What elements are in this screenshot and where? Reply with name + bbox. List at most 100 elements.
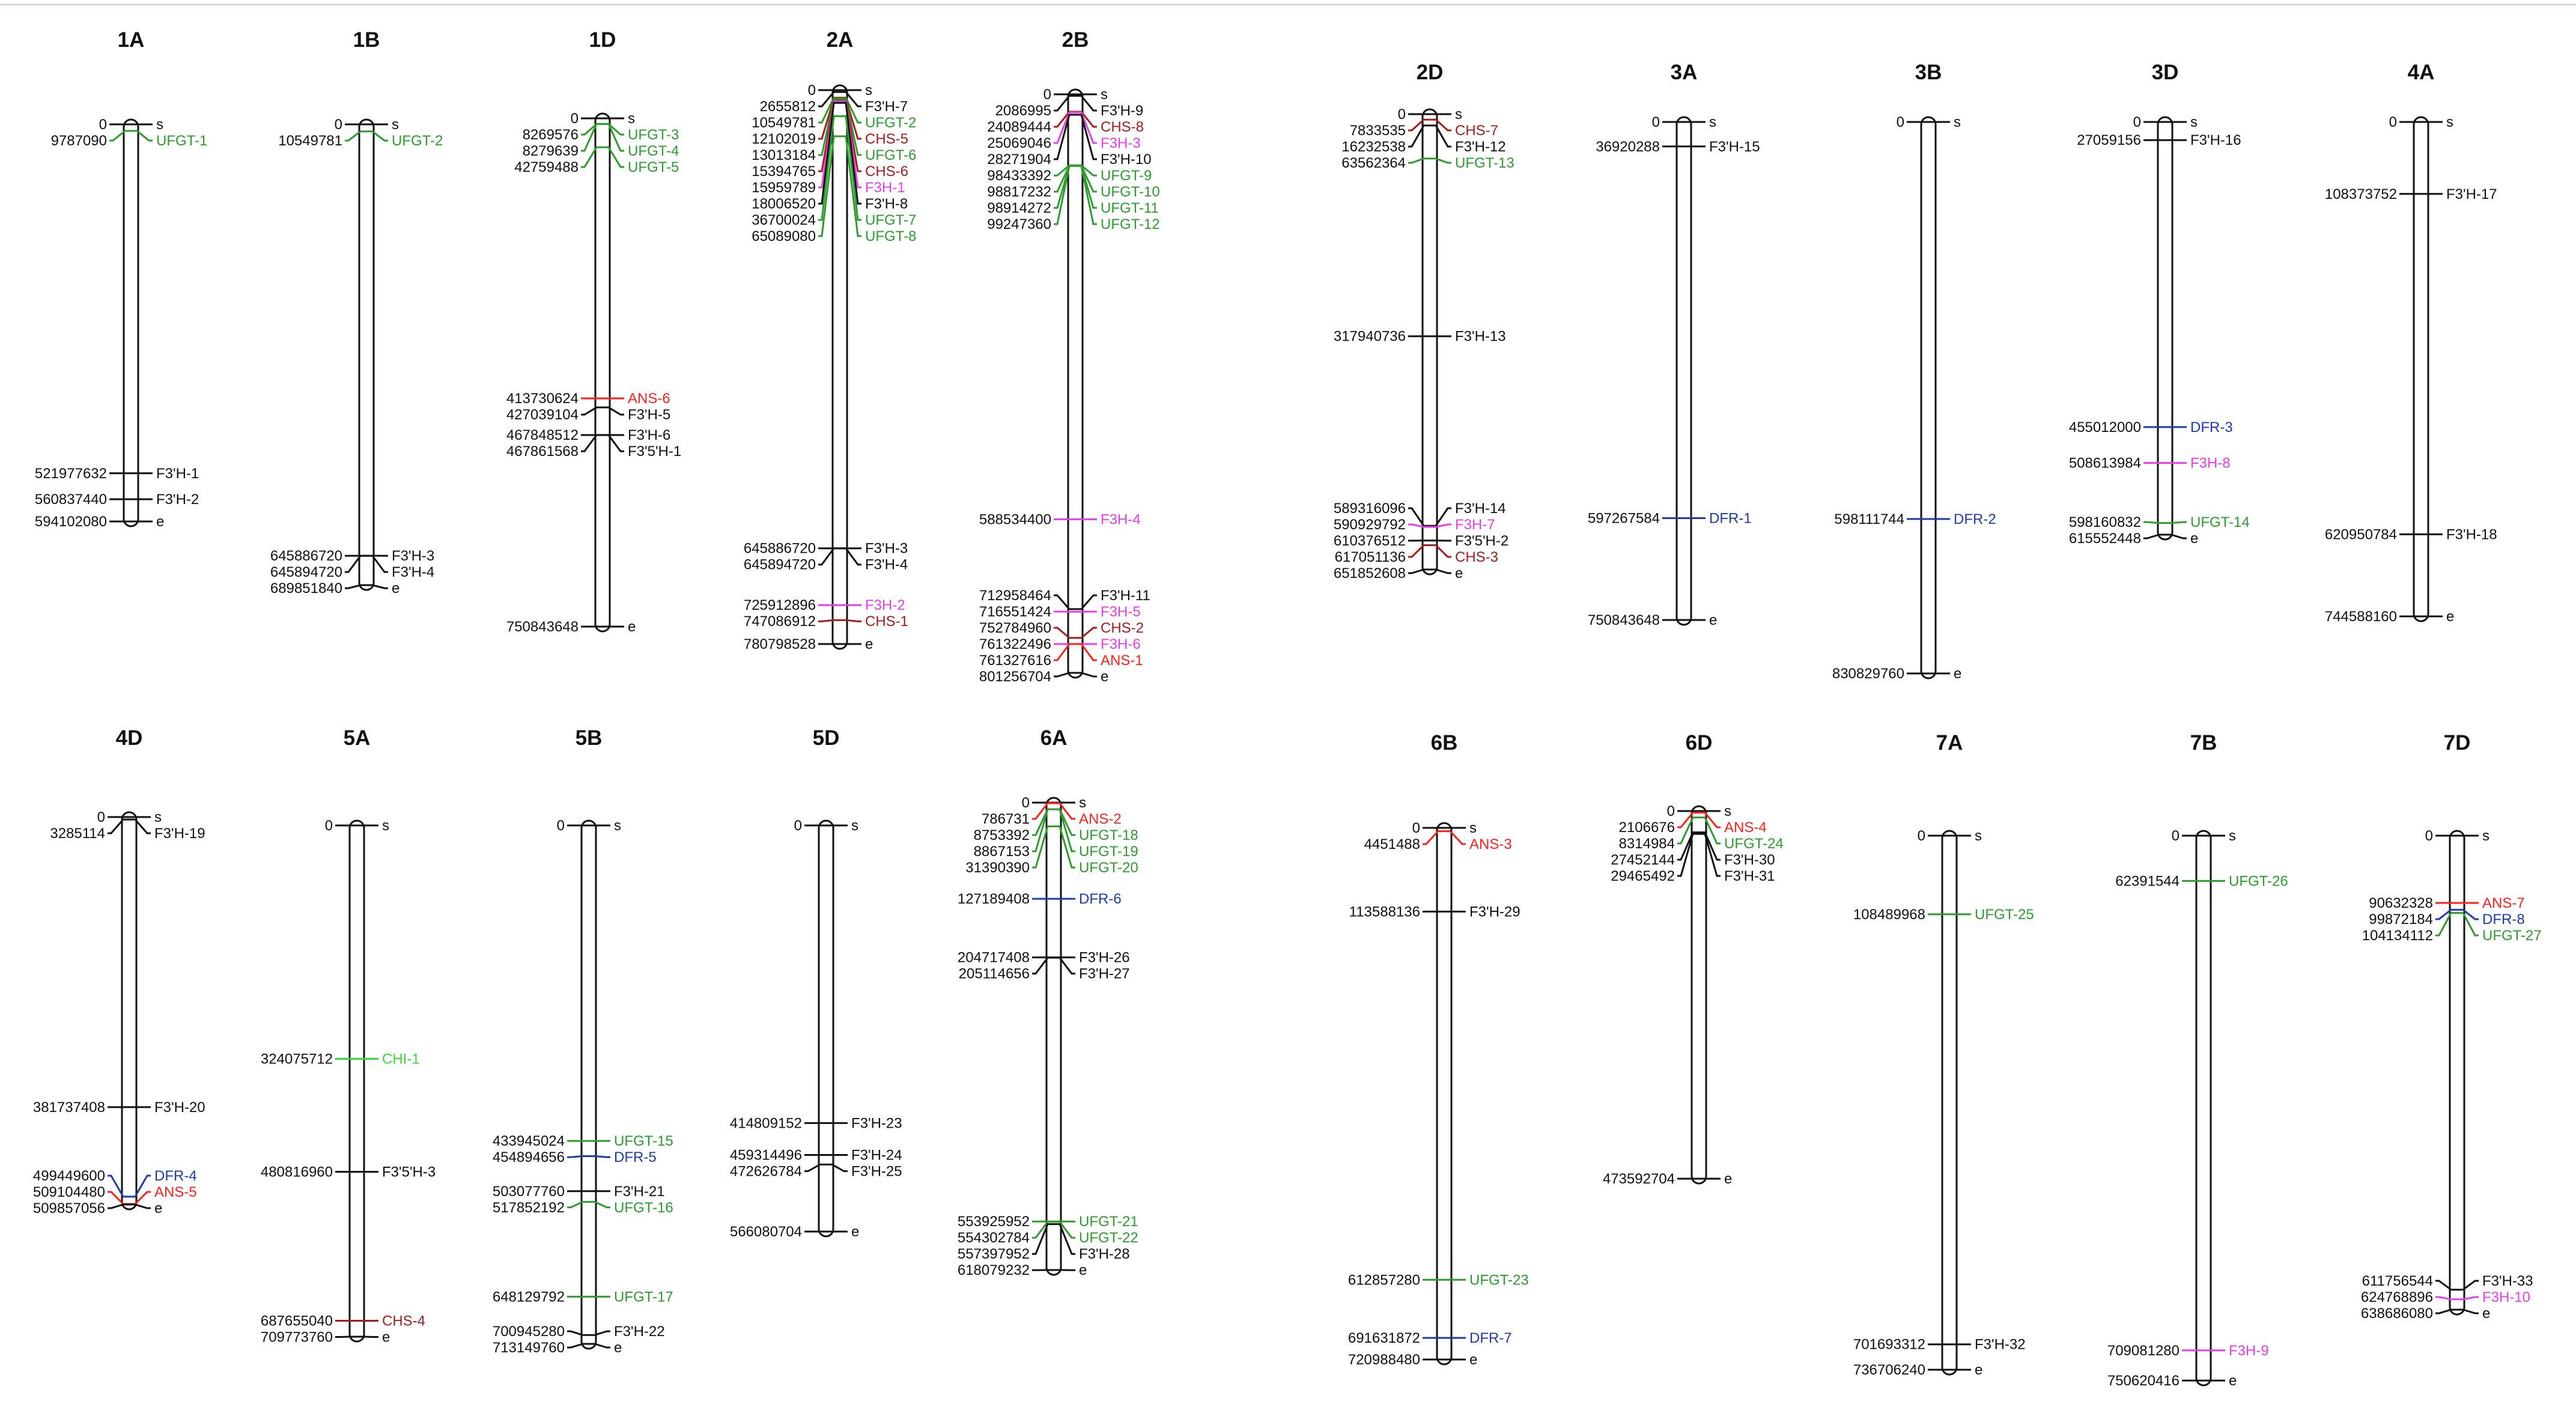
marker-position: 597267584	[1588, 510, 1660, 526]
marker-position: 15394765	[752, 163, 816, 180]
chromosome-3a: 3A 0 s 36920288 F3'H-15 597267584 DFR-1 7508436…	[1588, 61, 1760, 628]
chromosome-5b: 5B 0 s 433945024 UFGT-15 454894656 DFR-5 503077…	[493, 726, 673, 1356]
marker-gene-label: DFR-6	[1079, 891, 1122, 907]
chromosome-title: 5A	[344, 726, 371, 750]
marker-position: 8279639	[523, 143, 579, 159]
marker-line	[108, 1174, 151, 1198]
marker-gene-label: s	[1101, 87, 1108, 103]
marker-gene-label: s	[392, 117, 399, 133]
chromosome-body	[1941, 830, 1958, 1376]
marker-line	[1677, 812, 1721, 828]
marker-position: 108489968	[1853, 907, 1925, 923]
chromosome-1a: 1A 0 s 9787090 UFGT-1 521977632 F3'H-1 56083744…	[35, 28, 207, 530]
marker-position: 108373752	[2325, 186, 2397, 202]
marker-gene-label: CHS-5	[865, 131, 908, 147]
marker-position: 104134112	[2362, 928, 2433, 944]
marker-position: 0	[794, 818, 802, 834]
marker-position: 801256704	[979, 669, 1051, 685]
marker-gene-label: e	[614, 1340, 622, 1356]
marker-gene-label: UFGT-20	[1079, 860, 1138, 876]
marker-position: 0	[1652, 114, 1660, 130]
marker-gene-label: s	[1724, 803, 1731, 819]
chromosome-6d: 6D 0 s 2106676 ANS-4 8314984 UFGT-24 27452144 F3…	[1603, 731, 1784, 1187]
marker-position: 2086995	[995, 103, 1051, 119]
chromosome-7b: 7B 0 s 62391544 UFGT-26 709081280 F3H-9 7506204…	[2107, 731, 2288, 1389]
marker-position: 589316096	[1334, 500, 1406, 517]
marker-position: 560837440	[35, 491, 107, 508]
chromosome-2a: 2A 0 s 2655812 F3'H-7 10549781 UFGT-2 12102019 C…	[744, 28, 916, 652]
marker-position: 454894656	[493, 1149, 565, 1165]
marker-gene-label: UFGT-9	[1101, 168, 1152, 184]
marker-line	[818, 135, 861, 237]
marker-line	[1032, 802, 1075, 820]
marker-gene-label: F3'H-7	[865, 99, 908, 115]
marker-gene-label: CHS-7	[1455, 123, 1498, 139]
marker-gene-label: F3H-2	[865, 597, 905, 613]
marker-position: 713149760	[493, 1340, 565, 1356]
marker-line	[567, 1155, 610, 1158]
chromosome-body	[123, 118, 139, 527]
marker-line	[818, 102, 861, 205]
marker-gene-label: F3H-7	[1455, 517, 1495, 533]
chromosome-title: 6D	[1686, 731, 1713, 755]
marker-position: 590929792	[1334, 517, 1406, 533]
marker-gene-label: F3'H-31	[1724, 868, 1775, 884]
marker-position: 65089080	[752, 228, 816, 245]
marker-position: 786731	[982, 811, 1030, 827]
chromosome-body	[594, 112, 611, 633]
marker-gene-label: e	[1079, 1262, 1087, 1278]
marker-position: 4451488	[1364, 836, 1420, 852]
marker-gene-label: e	[382, 1329, 390, 1345]
marker-position: 830829760	[1832, 666, 1904, 682]
chromosome-body	[121, 811, 138, 1211]
marker-position: 598111744	[1834, 511, 1904, 527]
marker-position: 615552448	[2069, 530, 2141, 547]
marker-gene-label: s	[154, 809, 162, 825]
marker-gene-label: s	[1079, 795, 1086, 811]
marker-line	[1408, 544, 1451, 558]
chromosome-2d: 2D 0 s 7833535 CHS-7 16232538 F3'H-12 63562364 U…	[1334, 61, 1514, 582]
marker-gene-label: s	[2482, 828, 2489, 844]
marker-gene-label: UFGT-26	[2229, 873, 2288, 889]
marker-position: 620950784	[2325, 526, 2397, 542]
marker-position: 554302784	[958, 1230, 1030, 1246]
marker-position: 598160832	[2069, 514, 2141, 530]
marker-position: 0	[1667, 803, 1675, 819]
marker-gene-label: s	[382, 818, 389, 834]
marker-line	[1054, 594, 1097, 610]
marker-position: 27059156	[2077, 132, 2141, 148]
marker-gene-label: F3'H-27	[1079, 966, 1130, 982]
marker-line	[2143, 521, 2187, 524]
chromosome-7d: 7D 0 s 90632328 ANS-7 99872184 DFR-8 104134112 U…	[2361, 731, 2542, 1322]
marker-line	[345, 584, 388, 589]
marker-gene-label: F3'H-15	[1709, 139, 1760, 155]
chromosome-body	[1675, 116, 1692, 626]
marker-position: 651852608	[1334, 565, 1406, 582]
marker-position: 0	[1897, 114, 1904, 130]
marker-gene-label: CHS-6	[865, 163, 908, 180]
marker-position: 9787090	[51, 133, 107, 149]
marker-gene-label: F3'H-21	[614, 1184, 665, 1200]
marker-line	[2435, 1296, 2479, 1301]
marker-position: 700945280	[493, 1323, 565, 1340]
chromosome-2b: 2B 0 s 2086995 F3'H-9 24089444 CHS-8 25069046 F3…	[979, 28, 1160, 685]
marker-gene-label: DFR-4	[154, 1168, 197, 1184]
marker-position: 0	[1398, 106, 1406, 123]
marker-gene-label: e	[1975, 1362, 1982, 1378]
marker-position: 0	[571, 111, 579, 127]
marker-position: 594102080	[35, 514, 107, 530]
marker-position: 98433392	[987, 168, 1051, 184]
marker-line	[1677, 816, 1721, 845]
marker-position: 98817232	[987, 184, 1051, 200]
marker-position: 15959789	[752, 180, 816, 196]
marker-gene-label: F3'H-22	[614, 1323, 665, 1340]
marker-position: 204717408	[958, 950, 1030, 966]
marker-position: 747086912	[744, 613, 816, 630]
marker-line	[818, 547, 861, 566]
marker-line	[2143, 533, 2187, 539]
marker-gene-label: UFGT-18	[1079, 827, 1138, 843]
marker-gene-label: e	[851, 1224, 859, 1240]
marker-line	[345, 555, 388, 573]
chromosome-title: 7B	[2190, 731, 2217, 755]
marker-gene-label: DFR-1	[1709, 510, 1752, 526]
